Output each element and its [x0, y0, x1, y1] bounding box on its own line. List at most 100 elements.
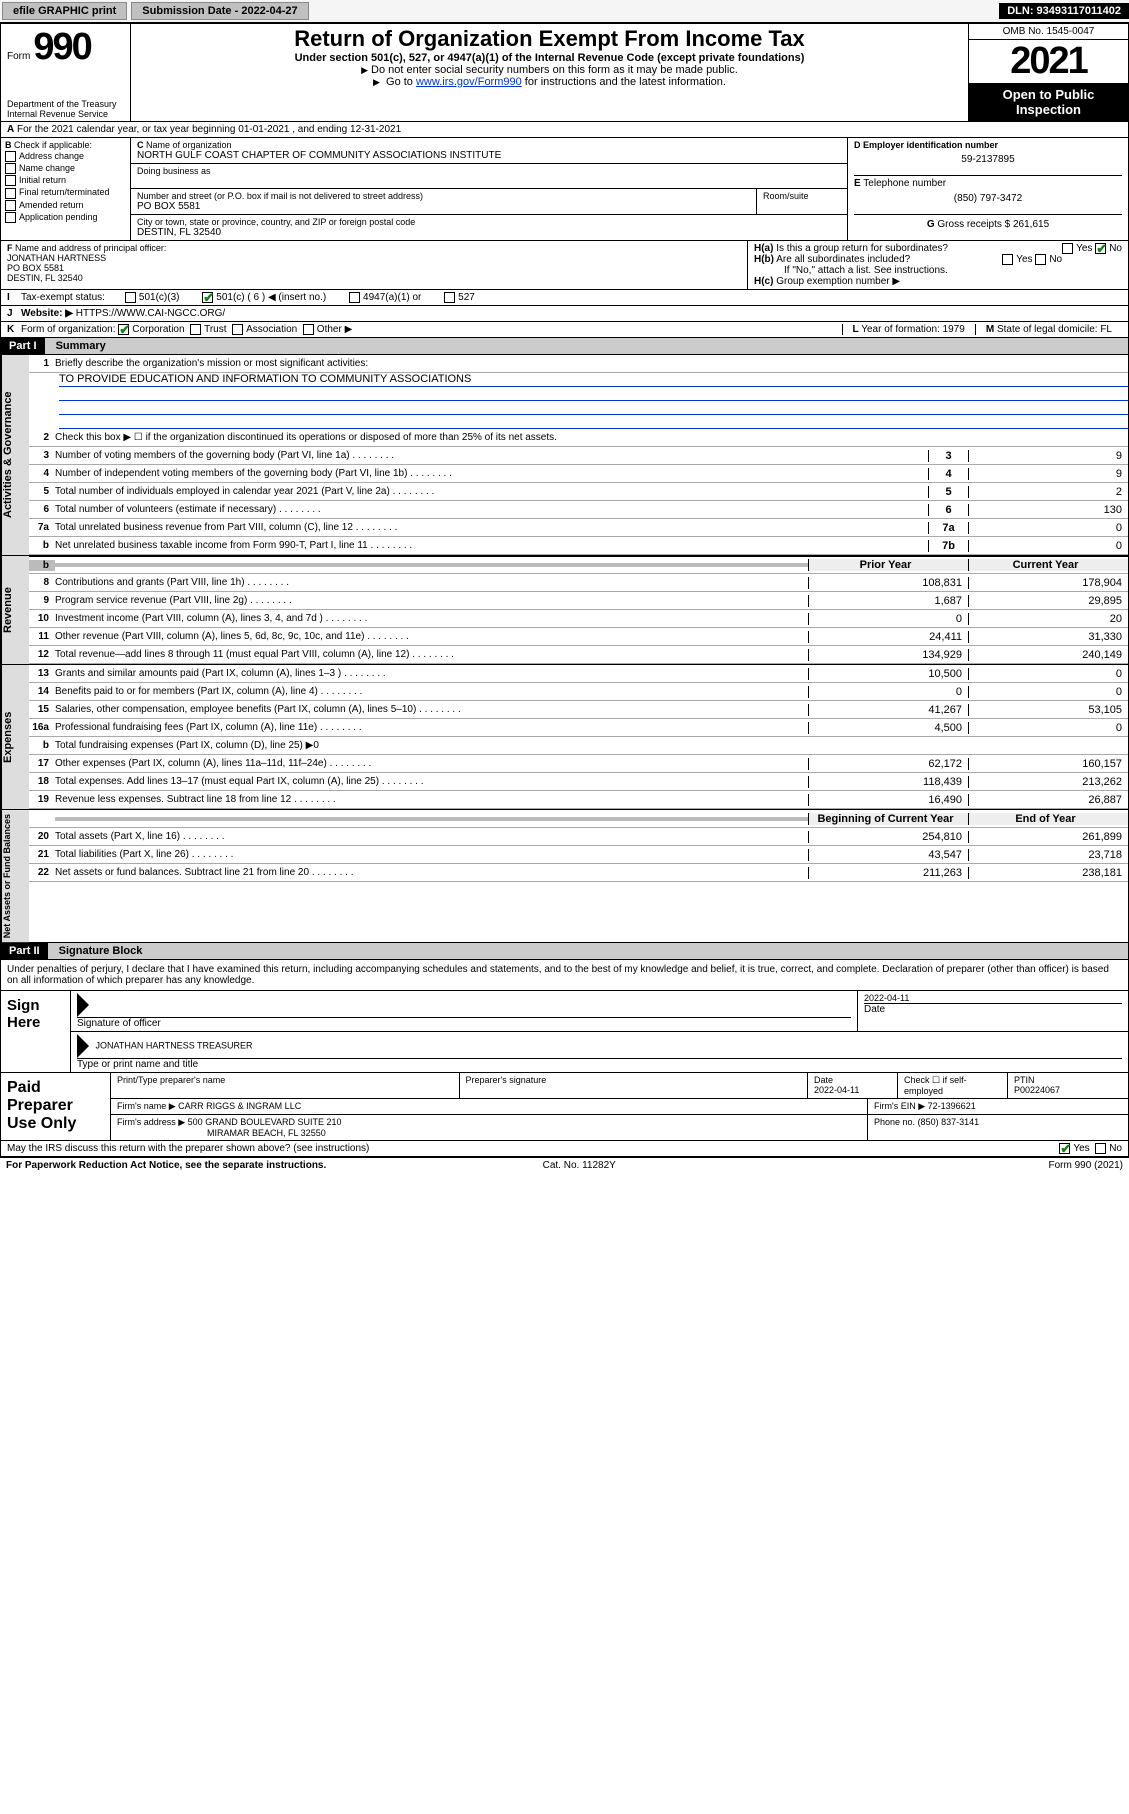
- prior-value: 24,411: [808, 631, 968, 643]
- discuss-row: May the IRS discuss this return with the…: [0, 1141, 1129, 1157]
- form-subtitle: Under section 501(c), 527, or 4947(a)(1)…: [139, 52, 960, 64]
- prior-value: 211,263: [808, 867, 968, 879]
- prior-value: 118,439: [808, 776, 968, 788]
- ha-no-checkbox[interactable]: [1095, 243, 1106, 254]
- current-value: 53,105: [968, 704, 1128, 716]
- current-value: 160,157: [968, 758, 1128, 770]
- topbar: efile GRAPHIC print Submission Date - 20…: [0, 0, 1129, 23]
- rev-side-label: Revenue: [1, 556, 29, 664]
- b-option-checkbox[interactable]: [5, 151, 16, 162]
- b-option-checkbox[interactable]: [5, 188, 16, 199]
- prior-value: 0: [808, 686, 968, 698]
- row-a-tax-year: A For the 2021 calendar year, or tax yea…: [0, 122, 1129, 138]
- addr-block: Number and street (or P.O. box if mail i…: [131, 189, 847, 215]
- city-block: City or town, state or province, country…: [131, 215, 847, 240]
- header-mid: Return of Organization Exempt From Incom…: [131, 24, 968, 121]
- 501c3-checkbox[interactable]: [125, 292, 136, 303]
- b-option-checkbox[interactable]: [5, 175, 16, 186]
- irs-link[interactable]: www.irs.gov/Form990: [416, 76, 522, 88]
- ein-value: 59-2137895: [854, 150, 1122, 169]
- discuss-no-checkbox[interactable]: [1095, 1143, 1106, 1154]
- principal-officer: F Name and address of principal officer:…: [1, 241, 748, 289]
- gov-value: 9: [968, 450, 1128, 462]
- 4947-checkbox[interactable]: [349, 292, 360, 303]
- row-i-tax-status: ITax-exempt status: 501(c)(3) 501(c) ( 6…: [0, 290, 1129, 306]
- prior-value: 254,810: [808, 831, 968, 843]
- page-footer: For Paperwork Reduction Act Notice, see …: [0, 1157, 1129, 1173]
- col-d-ein: D Employer identification number 59-2137…: [848, 138, 1128, 240]
- header-right: OMB No. 1545-0047 2021 Open to Public In…: [968, 24, 1128, 121]
- sign-here-block: Sign Here Signature of officer 2022-04-1…: [0, 991, 1129, 1073]
- row-j-website: JWebsite: ▶ HTTPS://WWW.CAI-NGCC.ORG/: [0, 306, 1129, 322]
- room-suite: Room/suite: [757, 189, 847, 214]
- website-value: HTTPS://WWW.CAI-NGCC.ORG/: [76, 308, 225, 319]
- form-header: Form 990 Department of the Treasury Inte…: [0, 23, 1129, 122]
- other-checkbox[interactable]: [303, 324, 314, 335]
- current-value: 23,718: [968, 849, 1128, 861]
- discuss-yes-checkbox[interactable]: [1059, 1143, 1070, 1154]
- prior-value: 43,547: [808, 849, 968, 861]
- name-arrow-icon: [77, 1034, 89, 1058]
- corp-checkbox[interactable]: [118, 324, 129, 335]
- part2-header: Part II Signature Block: [0, 943, 1129, 960]
- b-option-checkbox[interactable]: [5, 212, 16, 223]
- current-value: 20: [968, 613, 1128, 625]
- hb-no-checkbox[interactable]: [1035, 254, 1046, 265]
- current-value: 178,904: [968, 577, 1128, 589]
- omb-number: OMB No. 1545-0047: [969, 24, 1128, 40]
- ptin-value: P00224067: [1014, 1085, 1060, 1095]
- org-name: NORTH GULF COAST CHAPTER OF COMMUNITY AS…: [137, 150, 501, 161]
- sign-here-label: Sign Here: [1, 991, 71, 1072]
- gross-receipts: 261,615: [1013, 219, 1049, 230]
- phone-value: (850) 797-3472: [854, 189, 1122, 208]
- part1-header: Part I Summary: [0, 338, 1129, 355]
- mission-text: TO PROVIDE EDUCATION AND INFORMATION TO …: [59, 373, 1128, 387]
- prior-value: 16,490: [808, 794, 968, 806]
- current-value: 261,899: [968, 831, 1128, 843]
- current-value: 31,330: [968, 631, 1128, 643]
- ha-yes-checkbox[interactable]: [1062, 243, 1073, 254]
- col-b-checkboxes: B Check if applicable: Address changeNam…: [1, 138, 131, 240]
- prior-value: 62,172: [808, 758, 968, 770]
- b-option-checkbox[interactable]: [5, 163, 16, 174]
- assoc-checkbox[interactable]: [232, 324, 243, 335]
- topbar-spacer: [311, 9, 327, 13]
- current-value: 0: [968, 722, 1128, 734]
- dln-label: DLN: 93493117011402: [999, 3, 1129, 19]
- gov-value: 9: [968, 468, 1128, 480]
- org-address: PO BOX 5581: [137, 201, 200, 212]
- gov-value: 130: [968, 504, 1128, 516]
- current-value: 240,149: [968, 649, 1128, 661]
- dba-block: Doing business as: [131, 164, 847, 189]
- submission-date-button[interactable]: Submission Date - 2022-04-27: [131, 2, 308, 20]
- submission-date-label: Submission Date -: [142, 5, 241, 17]
- prior-value: 1,687: [808, 595, 968, 607]
- current-value: 213,262: [968, 776, 1128, 788]
- prior-value: 108,831: [808, 577, 968, 589]
- 527-checkbox[interactable]: [444, 292, 455, 303]
- hb-yes-checkbox[interactable]: [1002, 254, 1013, 265]
- 501c-checkbox[interactable]: [202, 292, 213, 303]
- form-number: 990: [33, 26, 90, 68]
- signature-declaration: Under penalties of perjury, I declare th…: [0, 960, 1129, 991]
- current-value: 29,895: [968, 595, 1128, 607]
- form-note-ssn: Do not enter social security numbers on …: [139, 64, 960, 76]
- revenue-section: Revenue bPrior YearCurrent Year 8Contrib…: [0, 556, 1129, 665]
- tax-year: 2021: [969, 40, 1128, 83]
- gov-value: 2: [968, 486, 1128, 498]
- current-value: 0: [968, 668, 1128, 680]
- submission-date-value: 2022-04-27: [241, 5, 297, 17]
- header-left: Form 990 Department of the Treasury Inte…: [1, 24, 131, 121]
- prior-value: 10,500: [808, 668, 968, 680]
- trust-checkbox[interactable]: [190, 324, 201, 335]
- gov-side-label: Activities & Governance: [1, 355, 29, 555]
- group-return: H(a) Is this a group return for subordin…: [748, 241, 1128, 289]
- form-label: Form: [7, 51, 30, 62]
- efile-print-button[interactable]: efile GRAPHIC print: [2, 2, 127, 20]
- sign-arrow-icon: [77, 993, 89, 1017]
- prior-value: 134,929: [808, 649, 968, 661]
- b-option-checkbox[interactable]: [5, 200, 16, 211]
- paid-preparer-block: Paid Preparer Use Only Print/Type prepar…: [0, 1073, 1129, 1141]
- org-city: DESTIN, FL 32540: [137, 227, 221, 238]
- current-value: 26,887: [968, 794, 1128, 806]
